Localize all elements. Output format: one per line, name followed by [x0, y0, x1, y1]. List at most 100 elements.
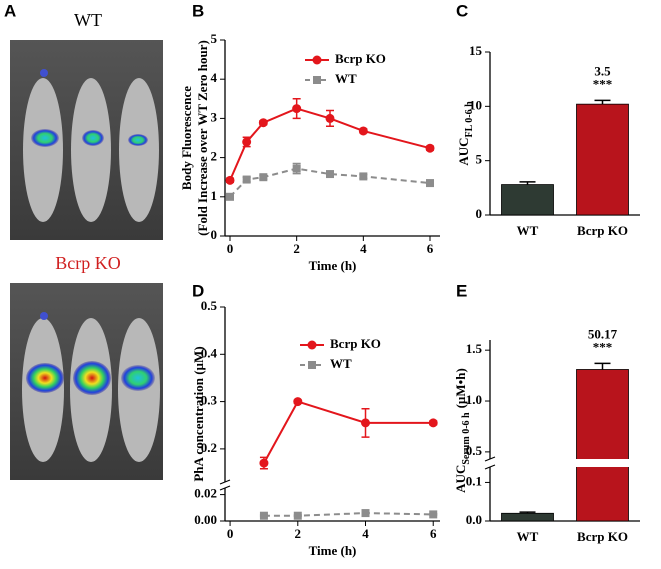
data-point — [292, 104, 302, 114]
panel-label: E — [456, 281, 467, 300]
series-line — [263, 512, 434, 517]
y-tick-label: 15 — [469, 43, 483, 58]
x-tick-label: 0 — [227, 241, 234, 256]
y-axis-label: AUCSerum 0-6 h (µM•h) — [453, 368, 472, 493]
data-point — [358, 126, 368, 136]
data-point — [326, 170, 334, 179]
y-tick-label: 10 — [469, 97, 482, 112]
x-tick-label: 4 — [362, 526, 369, 541]
bar — [501, 184, 554, 216]
axis-break-mark — [219, 479, 231, 491]
data-point — [225, 175, 235, 185]
x-axis-label: Time (h) — [309, 543, 357, 558]
data-point — [361, 509, 370, 518]
y-axis-label-text: AUC — [453, 465, 468, 493]
legend-label: WT — [335, 71, 357, 86]
axis-break — [219, 482, 440, 488]
data-point — [361, 418, 371, 428]
legend-marker — [307, 340, 317, 350]
y-tick-label: 0.2 — [201, 440, 217, 455]
error-bar — [519, 511, 536, 514]
panel-label: A — [4, 1, 16, 20]
x-tick-label: 6 — [430, 526, 437, 541]
y-tick-label: 3 — [211, 109, 218, 124]
y-tick-label: 0.3 — [201, 393, 218, 408]
data-point — [259, 173, 268, 182]
panel-label: D — [192, 281, 204, 300]
data-point — [259, 458, 269, 468]
legend-marker — [308, 361, 316, 369]
error-bar — [594, 362, 611, 370]
y-axis-label-sub: FL 0-6 h — [464, 101, 475, 138]
error-bar — [594, 99, 611, 105]
data-point — [429, 510, 438, 519]
x-tick-label: 6 — [427, 241, 434, 256]
legend-marker — [312, 55, 322, 65]
data-point — [426, 179, 434, 188]
bar — [576, 369, 629, 522]
data-point — [292, 164, 301, 173]
y-axis-label-unit: (µM•h) — [453, 368, 468, 408]
y-tick-label: 0.5 — [201, 298, 218, 313]
y-tick-label: 0.4 — [201, 345, 218, 360]
legend-label: Bcrp KO — [330, 336, 381, 351]
x-tick-label: Bcrp KO — [577, 223, 628, 238]
annotation: *** — [593, 76, 613, 91]
y-tick-label: 1.0 — [466, 392, 482, 407]
axis-break — [484, 459, 640, 467]
data-point — [325, 113, 335, 123]
error-bar — [519, 181, 536, 185]
y-tick-label: 0.5 — [466, 443, 483, 458]
data-point — [428, 418, 438, 428]
x-axis-label: Time (h) — [309, 258, 357, 273]
data-point — [359, 172, 368, 181]
data-point — [258, 118, 268, 128]
y-tick-label: 0 — [211, 227, 218, 242]
y-axis-label: Body Fluorescence — [179, 86, 194, 190]
y-tick-label: 2 — [211, 149, 218, 164]
annotation: 3.5 — [594, 63, 611, 78]
image-label: Bcrp KO — [55, 253, 121, 273]
axis-break-mark — [484, 456, 496, 470]
y-axis-label-text: AUC — [456, 137, 471, 165]
series-line — [263, 400, 434, 464]
bar — [501, 512, 554, 522]
x-tick-label: 0 — [227, 526, 234, 541]
legend-label: Bcrp KO — [335, 51, 386, 66]
data-point — [242, 175, 251, 184]
x-tick-label: WT — [517, 223, 539, 238]
y-tick-label: 4 — [211, 70, 218, 85]
annotation: 50.17 — [588, 326, 618, 341]
y-tick-label: 0 — [476, 206, 483, 221]
data-point — [226, 192, 234, 201]
data-point — [259, 511, 268, 520]
data-point — [425, 143, 435, 153]
panel-label: B — [192, 1, 204, 20]
legend-marker — [313, 76, 321, 84]
x-tick-label: Bcrp KO — [577, 529, 628, 544]
y-axis-label: PhA concentration (µM) — [191, 346, 206, 481]
y-tick-label: 5 — [211, 31, 218, 46]
y-tick-label: 5 — [476, 152, 483, 167]
y-tick-label: 1 — [211, 188, 218, 203]
image-label: WT — [74, 10, 102, 30]
x-tick-label: WT — [517, 529, 539, 544]
panel-label: C — [456, 1, 468, 20]
x-tick-label: 2 — [293, 241, 300, 256]
y-axis-label-text: PhA concentration (µM) — [191, 346, 206, 481]
y-axis-label-sub: Serum 0-6 h — [461, 412, 472, 465]
y-tick-label: 0.00 — [194, 512, 217, 527]
data-point — [242, 137, 252, 147]
y-axis-label: (Fold Increase over WT Zero hour) — [195, 40, 210, 236]
y-tick-label: 0.1 — [466, 473, 482, 488]
legend-label: WT — [330, 356, 352, 371]
y-tick-label: 1.5 — [466, 341, 483, 356]
bar — [576, 103, 629, 216]
mouse-image — [10, 283, 163, 480]
annotation: *** — [593, 339, 613, 354]
data-point — [293, 397, 303, 407]
mouse-image — [10, 40, 163, 240]
y-axis-label: AUCFL 0-6 h — [456, 101, 475, 166]
x-tick-label: 4 — [360, 241, 367, 256]
